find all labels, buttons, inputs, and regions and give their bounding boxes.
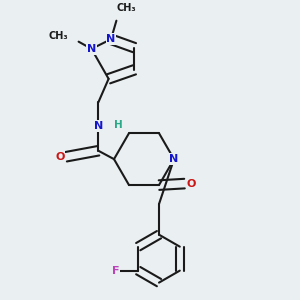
Text: O: O xyxy=(186,178,196,189)
Text: H: H xyxy=(114,120,123,130)
Text: N: N xyxy=(87,44,96,54)
Text: F: F xyxy=(112,266,119,276)
Text: N: N xyxy=(169,154,178,164)
Text: O: O xyxy=(55,152,65,162)
Text: N: N xyxy=(106,34,116,44)
Text: N: N xyxy=(94,121,103,131)
Text: CH₃: CH₃ xyxy=(49,31,68,41)
Text: CH₃: CH₃ xyxy=(116,3,136,13)
